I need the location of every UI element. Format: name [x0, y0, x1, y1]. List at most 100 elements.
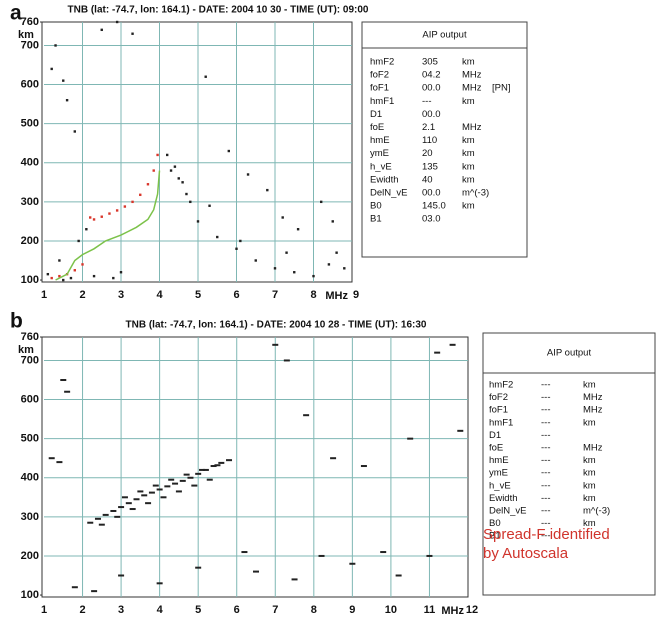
x-tick-label: 1	[41, 604, 47, 616]
y-tick-label: 400	[21, 157, 39, 169]
echo	[312, 274, 315, 278]
aip-cell: ---	[541, 518, 551, 529]
echo	[226, 459, 233, 462]
echo	[296, 228, 300, 231]
x-unit: MHz	[325, 290, 348, 302]
echo	[266, 188, 269, 192]
echo	[69, 276, 73, 280]
echo	[235, 247, 238, 250]
echo	[449, 343, 456, 346]
echo	[227, 149, 230, 153]
aip-box	[361, 21, 528, 258]
echo	[58, 274, 61, 278]
aip-cell: km	[583, 480, 596, 491]
echo	[343, 267, 346, 270]
echo	[102, 513, 109, 516]
x-unit: MHz	[441, 605, 464, 617]
x-tick-label: 5	[195, 604, 201, 616]
aip-cell: km	[462, 57, 475, 68]
aip-cell: foF1	[370, 83, 389, 94]
echo	[166, 153, 169, 157]
aip-cell: ---	[541, 493, 551, 504]
annotation: by Autoscala	[483, 545, 569, 562]
echo	[183, 473, 190, 476]
echo	[283, 359, 290, 362]
echo	[216, 235, 219, 239]
aip-cell: ymE	[370, 148, 389, 159]
aip-cell: foF2	[489, 392, 508, 403]
echo	[46, 272, 50, 276]
echo	[129, 508, 136, 511]
y-tick-label: 300	[21, 511, 39, 523]
echo	[100, 28, 103, 32]
y-tick-label: 500	[21, 118, 39, 130]
aip-cell: 00.0	[422, 188, 441, 199]
aip-cell: km	[462, 201, 475, 212]
aip-cell: hmF1	[370, 96, 394, 107]
echo	[210, 465, 217, 468]
echo	[133, 498, 140, 501]
aip-cell: km	[462, 148, 475, 159]
echo	[239, 239, 242, 243]
echo	[181, 181, 184, 184]
aip-cell: km	[583, 455, 596, 466]
echo	[156, 582, 163, 585]
aip-box	[482, 332, 656, 596]
aip-cell: 110	[422, 135, 437, 146]
x-tick-label: 3	[118, 604, 124, 616]
echo	[189, 200, 192, 204]
echo	[202, 468, 209, 471]
echo	[457, 429, 464, 432]
annotation: Spread-F identified	[483, 526, 610, 543]
aip-cell: MHz	[583, 405, 603, 416]
echo	[62, 278, 65, 282]
echo	[179, 479, 186, 482]
echo	[123, 205, 127, 208]
echo	[253, 570, 259, 573]
echo	[281, 216, 284, 219]
echo	[246, 173, 250, 176]
echo	[73, 269, 76, 272]
echo	[285, 251, 288, 254]
aip-cell: B1	[489, 531, 501, 542]
echo	[60, 379, 67, 382]
echo	[218, 461, 225, 464]
echo	[152, 169, 155, 172]
panel-label: b	[10, 310, 23, 333]
y-tick-label: 760	[21, 16, 39, 28]
echo	[407, 437, 414, 440]
echo	[199, 468, 206, 471]
x-tick-label: 5	[195, 289, 201, 301]
aip-cell: km	[462, 174, 475, 185]
aip-cell: km	[462, 161, 475, 172]
aip-cell: MHz	[583, 443, 603, 454]
y-tick-label: 600	[21, 78, 39, 90]
aip-cell: ymE	[489, 468, 508, 479]
echo	[291, 578, 298, 581]
echo	[77, 239, 80, 243]
echo	[98, 523, 105, 526]
aip-cell: 00.0	[422, 83, 441, 94]
aip-cell: ---	[541, 380, 551, 391]
y-tick-label: 100	[21, 589, 39, 601]
x-tick-label: 10	[385, 604, 397, 616]
echo	[146, 183, 150, 186]
aip-cell: h_vE	[489, 480, 511, 491]
echo	[115, 209, 119, 212]
aip-cell: ---	[541, 417, 551, 428]
y-tick-label: 500	[21, 433, 39, 445]
aip-cell: ---	[422, 96, 432, 107]
plot-title: TNB (lat: -74.7, lon: 164.1) - DATE: 200…	[126, 320, 427, 331]
y-tick-label: 600	[21, 393, 39, 405]
aip-cell: Ewidth	[489, 493, 518, 504]
y-tick-label: 300	[21, 196, 39, 208]
x-tick-label: 2	[79, 604, 85, 616]
aip-cell: MHz	[583, 392, 603, 403]
x-tick-label: 1	[41, 289, 47, 301]
echo	[152, 484, 159, 487]
echo	[145, 502, 152, 505]
echo	[335, 251, 338, 254]
aip-cell: 145.0	[422, 201, 446, 212]
echo	[100, 215, 103, 218]
y-tick-label: 100	[21, 274, 39, 286]
